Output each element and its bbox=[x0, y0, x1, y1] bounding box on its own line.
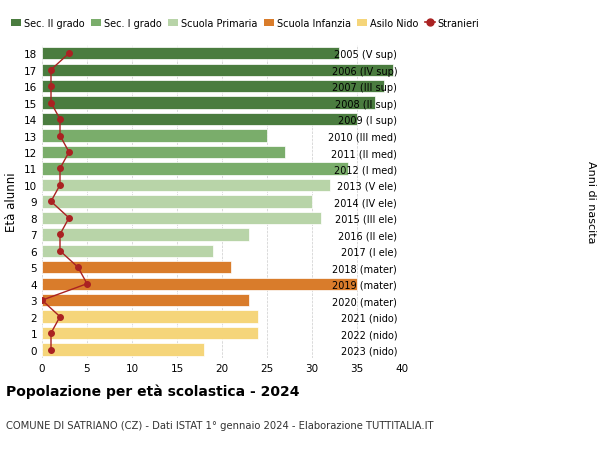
Point bbox=[64, 149, 74, 157]
Point bbox=[64, 50, 74, 58]
Bar bbox=[42, 163, 348, 175]
Bar bbox=[42, 327, 258, 340]
Point bbox=[46, 346, 56, 353]
Text: COMUNE DI SATRIANO (CZ) - Dati ISTAT 1° gennaio 2024 - Elaborazione TUTTITALIA.I: COMUNE DI SATRIANO (CZ) - Dati ISTAT 1° … bbox=[6, 420, 433, 430]
Point bbox=[46, 100, 56, 107]
Bar bbox=[42, 48, 339, 60]
Point bbox=[55, 247, 65, 255]
Text: Popolazione per età scolastica - 2024: Popolazione per età scolastica - 2024 bbox=[6, 383, 299, 398]
Point bbox=[46, 83, 56, 90]
Point bbox=[73, 264, 83, 271]
Bar bbox=[42, 81, 384, 93]
Y-axis label: Età alunni: Età alunni bbox=[5, 172, 19, 232]
Bar bbox=[42, 212, 321, 224]
Point bbox=[55, 231, 65, 239]
Point bbox=[55, 182, 65, 189]
Bar bbox=[42, 146, 285, 159]
Bar bbox=[42, 97, 375, 110]
Point bbox=[64, 215, 74, 222]
Point bbox=[55, 313, 65, 321]
Point bbox=[46, 67, 56, 74]
Bar bbox=[42, 311, 258, 323]
Bar bbox=[42, 262, 231, 274]
Bar bbox=[42, 130, 267, 142]
Point bbox=[46, 198, 56, 206]
Bar bbox=[42, 294, 249, 307]
Legend: Sec. II grado, Sec. I grado, Scuola Primaria, Scuola Infanzia, Asilo Nido, Stran: Sec. II grado, Sec. I grado, Scuola Prim… bbox=[11, 19, 479, 28]
Bar bbox=[42, 196, 312, 208]
Point bbox=[55, 116, 65, 123]
Bar bbox=[42, 179, 330, 192]
Point bbox=[82, 280, 92, 288]
Point bbox=[55, 133, 65, 140]
Bar bbox=[42, 114, 357, 126]
Text: Anni di nascita: Anni di nascita bbox=[586, 161, 596, 243]
Bar bbox=[42, 245, 213, 257]
Bar bbox=[42, 229, 249, 241]
Bar bbox=[42, 278, 357, 290]
Bar bbox=[42, 344, 204, 356]
Bar bbox=[42, 64, 393, 77]
Point bbox=[37, 297, 47, 304]
Point bbox=[55, 165, 65, 173]
Point bbox=[46, 330, 56, 337]
